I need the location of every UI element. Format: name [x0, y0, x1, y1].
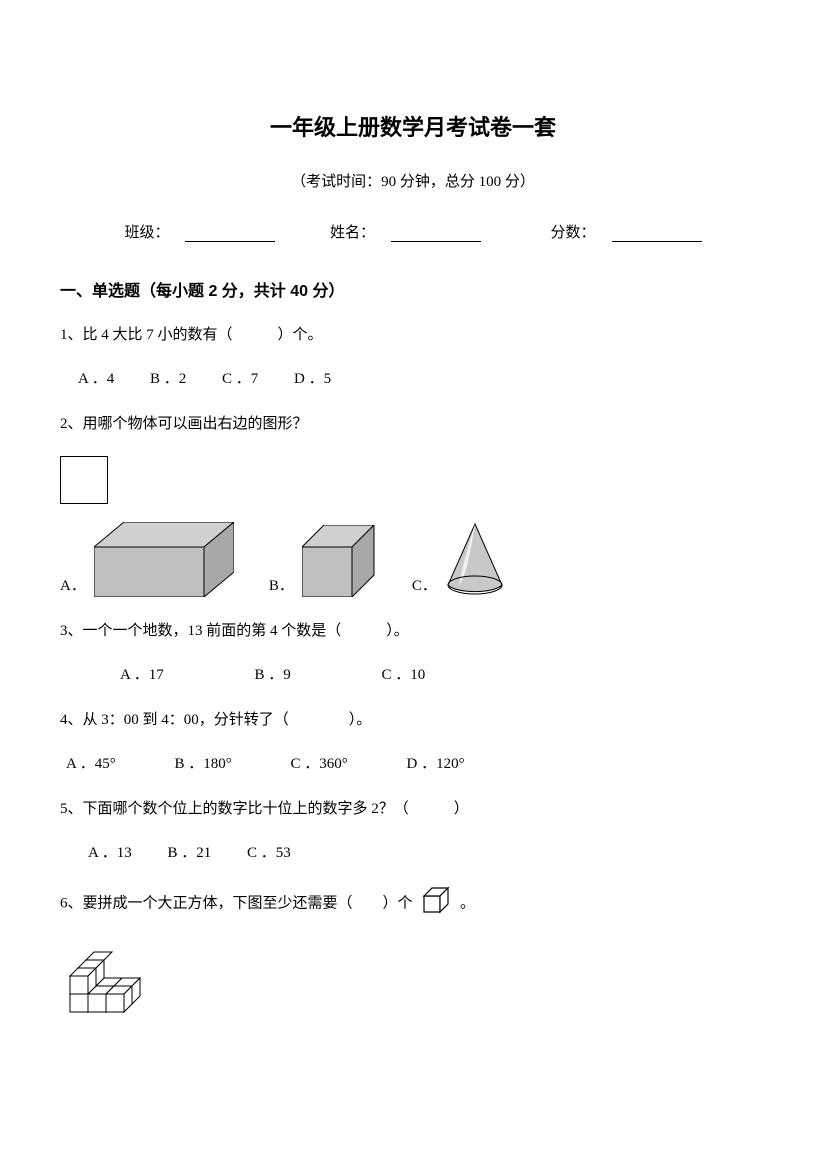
cone-icon — [445, 522, 505, 597]
small-cube-icon — [422, 886, 450, 922]
q2-opt-c: C． — [412, 522, 505, 597]
q4-opt-c: C ．360° — [291, 756, 348, 772]
class-label: 班级： — [124, 225, 169, 241]
q3-opt-c: C ．10 — [382, 667, 426, 683]
q2-opt-a: A． — [60, 522, 234, 597]
section-1-header: 一、单选题（每小题 2 分，共计 40 分） — [60, 277, 766, 301]
q1-opt-b: B ．2 — [150, 371, 186, 387]
square-outline-icon — [60, 456, 108, 504]
exam-info: （考试时间：90 分钟，总分 100 分） — [60, 170, 766, 191]
q2-opt-b: B． — [269, 525, 377, 597]
q1-opt-c: C ．7 — [222, 371, 258, 387]
question-5-options: A ．13 B ．21 C ．53 — [60, 841, 766, 862]
q2-label-a: A． — [60, 574, 86, 597]
cuboid-icon — [94, 522, 234, 597]
question-3-options: A ．17 B ．9 C ．10 — [60, 663, 766, 684]
question-1: 1、比 4 大比 7 小的数有（ ）个。 — [60, 323, 766, 347]
question-5: 5、下面哪个数个位上的数字比十位上的数字多 2？（ ） — [60, 797, 766, 821]
question-1-options: A ．4 B ．2 C ．7 D ．5 — [60, 367, 766, 388]
cube-stack-icon — [60, 942, 766, 1025]
q4-opt-b: B ．180° — [175, 756, 232, 772]
score-blank — [612, 226, 702, 242]
q6-text-before: 6、要拼成一个大正方体，下图至少还需要（ ）个 — [60, 895, 413, 911]
q1-opt-a: A ．4 — [78, 371, 114, 387]
question-4-options: A ．45° B ．180° C ．360° D ．120° — [60, 752, 766, 773]
q6-text-after: 。 — [460, 895, 475, 911]
cube-icon — [302, 525, 377, 597]
q3-opt-b: B ．9 — [255, 667, 291, 683]
name-blank — [391, 226, 481, 242]
question-4: 4、从 3：00 到 4：00，分针转了（ ）。 — [60, 708, 766, 732]
q2-label-b: B． — [269, 574, 294, 597]
score-label: 分数： — [551, 225, 596, 241]
q1-opt-d: D ．5 — [294, 371, 331, 387]
q5-opt-c: C ．53 — [247, 845, 291, 861]
q2-label-c: C． — [412, 574, 437, 597]
q5-opt-a: A ．13 — [88, 845, 132, 861]
question-3: 3、一个一个地数，13 前面的第 4 个数是（ ）。 — [60, 619, 766, 643]
question-2: 2、用哪个物体可以画出右边的图形？ — [60, 412, 766, 436]
q4-opt-d: D ．120° — [407, 756, 465, 772]
q4-opt-a: A ．45° — [66, 756, 116, 772]
q3-opt-a: A ．17 — [120, 667, 164, 683]
question-6: 6、要拼成一个大正方体，下图至少还需要（ ）个 。 — [60, 886, 766, 922]
name-label: 姓名： — [330, 225, 375, 241]
page-title: 一年级上册数学月考试卷一套 — [60, 110, 766, 142]
question-2-options: A． B． C． — [60, 522, 766, 597]
q5-opt-b: B ．21 — [168, 845, 212, 861]
class-blank — [185, 226, 275, 242]
student-info-line: 班级： 姓名： 分数： — [60, 221, 766, 242]
